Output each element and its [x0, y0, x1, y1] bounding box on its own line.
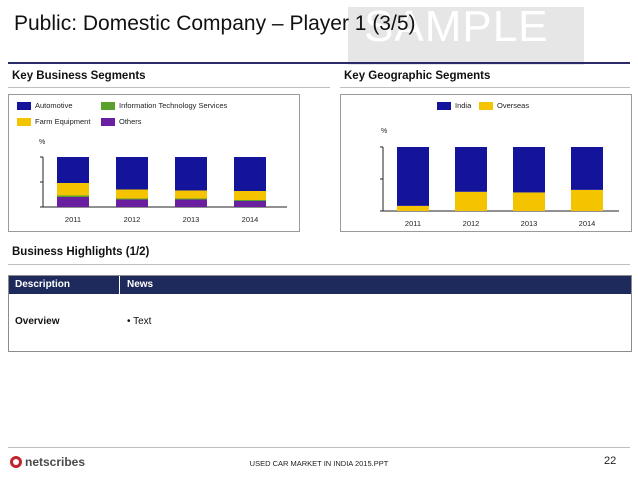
geographic-segments-panel: India Overseas % 2011 2012 2013 2014 [340, 94, 632, 232]
watermark-text: SAMPLE [364, 2, 549, 51]
business-segments-rule [8, 87, 330, 88]
row-news: • Text [127, 316, 152, 327]
geographic-bar-overseas-2012 [455, 191, 487, 211]
legend-swatch [101, 101, 115, 110]
highlights-heading: Business Highlights (1/2) [12, 246, 150, 258]
geographic-bar-overseas-2013 [513, 192, 545, 211]
footer-document-title: USED CAR MARKET IN INDIA 2015.PPT [249, 459, 389, 468]
business-bar-farm-equipment-2014 [234, 191, 266, 200]
legend-label: Automotive [35, 101, 73, 110]
table-header-row: Description News [9, 276, 631, 294]
geographic-bar-overseas-2014 [571, 189, 603, 211]
business-segments-panel: Automotive Information Technology Servic… [8, 94, 300, 232]
title-divider [8, 62, 630, 64]
watermark-box [348, 7, 584, 65]
legend-label: Others [119, 117, 142, 126]
logo-text: netscribes [25, 455, 86, 469]
geographic-x-tick-label: 2012 [463, 219, 480, 228]
legend-swatch [437, 101, 451, 110]
business-bar-others-2011 [57, 197, 89, 207]
legend-item-others: Others [101, 117, 142, 126]
business-bar-others-2013 [175, 199, 207, 207]
footer-divider [8, 447, 630, 448]
column-header-description: Description [15, 279, 71, 290]
legend-swatch [17, 117, 31, 126]
y-axis-unit: % [39, 139, 46, 146]
legend-label: Information Technology Services [119, 101, 228, 110]
business-x-tick-label: 2011 [65, 215, 81, 224]
legend-item-overseas: Overseas [479, 101, 529, 110]
logo-icon [10, 456, 22, 468]
geographic-bar-india-2013 [513, 147, 545, 193]
legend-label: Farm Equipment [35, 117, 91, 126]
business-bar-farm-equipment-2012 [116, 189, 148, 199]
business-segments-chart: 2011 2012 2013 2014 [40, 156, 287, 224]
business-bar-automotive-2014 [234, 157, 266, 191]
geographic-segments-heading: Key Geographic Segments [344, 70, 491, 82]
highlights-rule [8, 264, 630, 265]
business-bar-information-technology-services-2012 [116, 198, 148, 200]
legend-swatch [17, 101, 31, 110]
business-bar-information-technology-services-2013 [175, 198, 207, 200]
business-bar-others-2012 [116, 199, 148, 207]
legend-item-india: India [437, 101, 471, 110]
legend-label: Overseas [497, 101, 530, 110]
geographic-segments-chart: 2011 2012 2013 2014 [380, 146, 619, 228]
business-bar-automotive-2013 [175, 157, 207, 191]
legend-item-automotive: Automotive [17, 101, 73, 110]
business-bar-automotive-2011 [57, 157, 89, 183]
business-bar-farm-equipment-2011 [57, 183, 89, 196]
netscribes-logo: netscribes [10, 455, 85, 469]
geographic-x-tick-label: 2013 [521, 219, 538, 228]
header-divider [119, 276, 120, 294]
geographic-bar-india-2011 [397, 147, 429, 206]
geographic-bar-india-2012 [455, 147, 487, 192]
legend-swatch [101, 117, 115, 126]
page-number: 22 [604, 455, 617, 467]
column-header-news: News [127, 279, 154, 290]
business-bar-automotive-2012 [116, 157, 148, 190]
legend-swatch [479, 101, 493, 110]
business-x-tick-label: 2014 [242, 215, 259, 224]
business-x-tick-label: 2012 [124, 215, 141, 224]
geographic-bar-overseas-2011 [397, 205, 429, 211]
business-bar-others-2014 [234, 201, 266, 207]
geographic-segments-rule [340, 87, 630, 88]
geographic-x-tick-label: 2014 [579, 219, 596, 228]
business-bar-information-technology-services-2011 [57, 195, 89, 197]
geographic-x-tick-label: 2011 [405, 219, 421, 228]
business-bar-information-technology-services-2014 [234, 200, 266, 201]
legend-label: India [455, 101, 472, 110]
business-bar-farm-equipment-2013 [175, 190, 207, 199]
page-title: Public: Domestic Company – Player 1 (3/5… [14, 12, 416, 35]
geographic-bar-india-2014 [571, 147, 603, 190]
legend-item-it-services: Information Technology Services [101, 101, 227, 110]
highlights-table: Description News Overview • Text [8, 275, 632, 352]
business-segments-heading: Key Business Segments [12, 70, 146, 82]
business-x-tick-label: 2013 [183, 215, 200, 224]
row-description: Overview [15, 316, 60, 327]
y-axis-unit: % [381, 128, 388, 135]
legend-item-farm-equipment: Farm Equipment [17, 117, 90, 126]
